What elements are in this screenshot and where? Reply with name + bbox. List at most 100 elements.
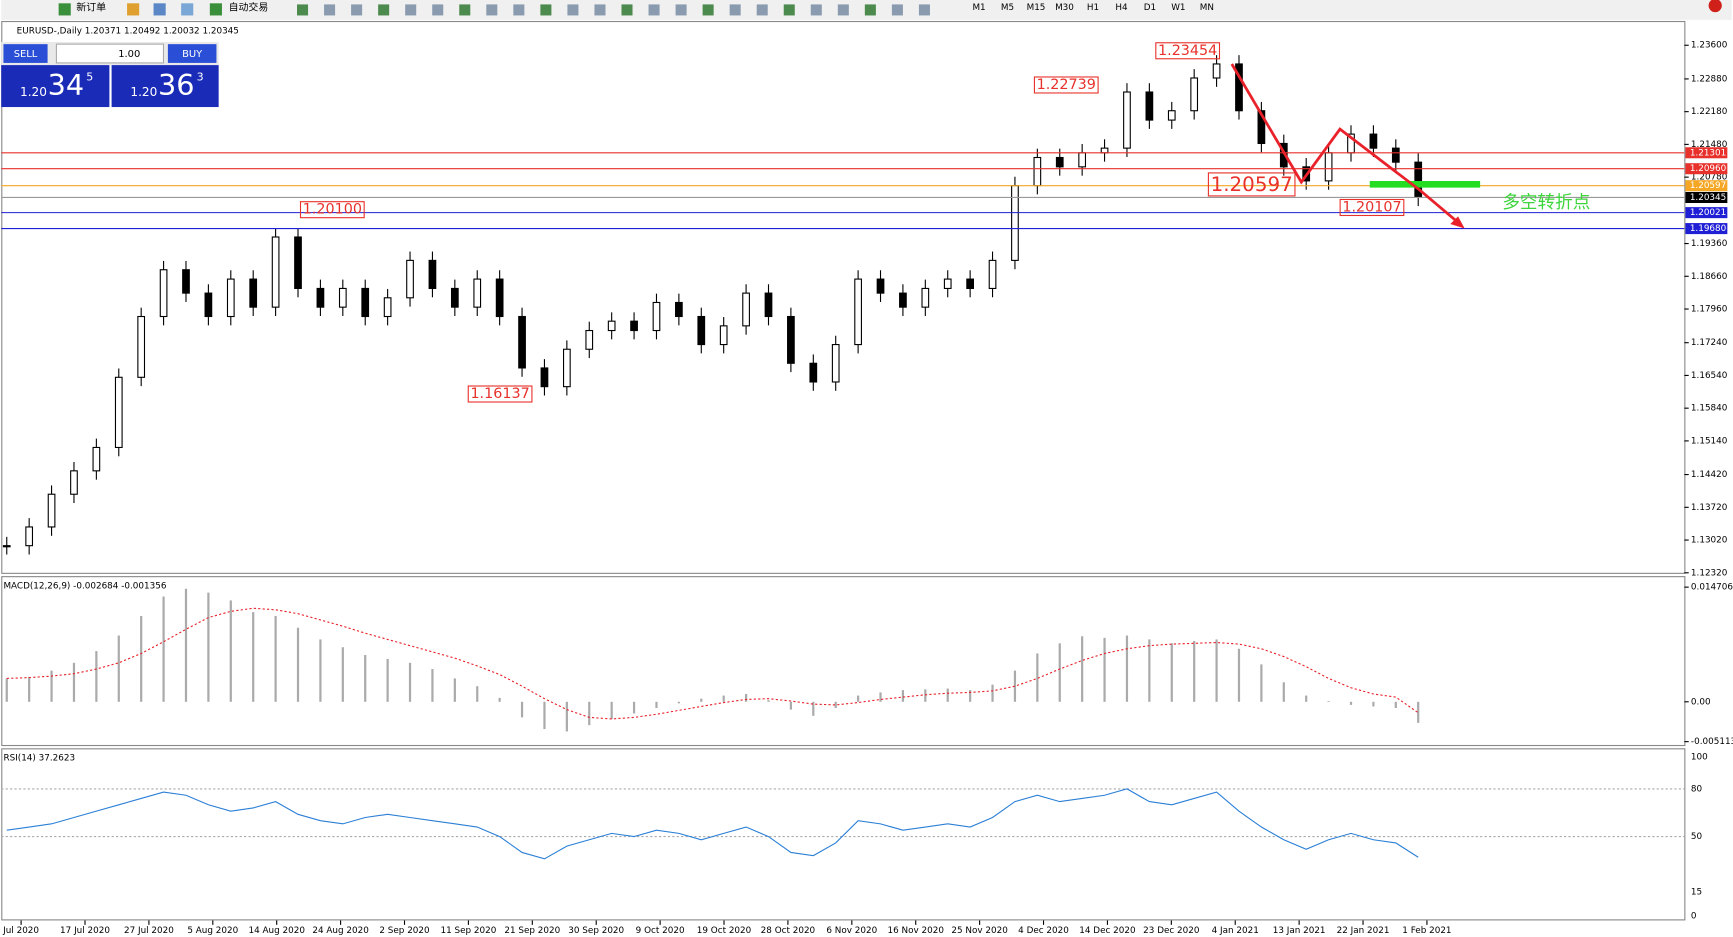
candle-body xyxy=(562,348,571,388)
timeframe-button[interactable]: H1 xyxy=(1087,3,1099,13)
macd-bar xyxy=(632,701,636,714)
candle-body xyxy=(1145,91,1154,121)
candle-body xyxy=(1123,91,1131,149)
macd-bar xyxy=(364,655,367,702)
candle-body xyxy=(428,259,437,289)
tool-icon[interactable] xyxy=(351,4,363,16)
tool-icon[interactable] xyxy=(540,4,552,16)
price-annotation: 1.20107 xyxy=(1342,199,1401,215)
macd-bar xyxy=(252,612,255,702)
timeframe-button[interactable]: M15 xyxy=(1027,3,1046,13)
macd-bar xyxy=(274,616,277,702)
candle-body xyxy=(338,287,347,308)
macd-bar xyxy=(700,698,703,702)
macd-bar xyxy=(140,616,143,702)
lots-input[interactable] xyxy=(55,43,165,64)
candle-body xyxy=(831,344,840,383)
candle-body xyxy=(1011,185,1019,261)
macd-bar xyxy=(610,701,613,719)
y-tick-label: 1.13020 xyxy=(1691,536,1728,546)
tool-icon[interactable] xyxy=(324,4,336,16)
icon xyxy=(127,3,140,16)
new-order-button[interactable]: 新订单 xyxy=(76,1,106,14)
y-tick-label: 1.16540 xyxy=(1691,371,1728,381)
candle-body xyxy=(652,301,661,332)
sell-button[interactable] xyxy=(3,44,48,63)
annotation-box xyxy=(299,201,365,219)
candle-body xyxy=(159,269,168,318)
tool-icon[interactable] xyxy=(837,4,849,16)
tool-icon[interactable] xyxy=(810,4,822,16)
buy-price-box[interactable] xyxy=(111,65,219,108)
tool-icon[interactable] xyxy=(675,4,687,16)
x-tick-label: 17 Jul 2020 xyxy=(60,926,110,936)
price-frame xyxy=(1,20,1686,574)
tool-icon[interactable] xyxy=(864,4,876,16)
alert-icon[interactable] xyxy=(1708,0,1722,13)
macd-bar xyxy=(162,596,165,702)
tool-icon[interactable] xyxy=(432,4,444,16)
tool-icon[interactable] xyxy=(621,4,633,16)
tool-icon[interactable] xyxy=(594,4,606,16)
candle-body xyxy=(787,315,795,364)
timeframe-button[interactable]: W1 xyxy=(1171,3,1185,13)
candle-body xyxy=(204,292,213,318)
macd-bar xyxy=(341,647,344,702)
toolbar: 新订单 自动交易 M1 M5 M15 M30 H1 H4 D1 W1 MN xyxy=(1,0,1732,20)
candle-body xyxy=(675,301,683,318)
price-annotation: 1.20597 xyxy=(1211,173,1293,196)
sell-price-box[interactable] xyxy=(1,65,110,108)
tool-icon[interactable] xyxy=(567,4,579,16)
tool-icon[interactable] xyxy=(702,4,714,16)
icon xyxy=(209,3,222,16)
candle-body xyxy=(316,287,325,308)
candle-body xyxy=(361,287,370,318)
timeframe-button[interactable]: D1 xyxy=(1144,3,1156,13)
tool-icon[interactable] xyxy=(918,4,930,16)
macd-bar xyxy=(498,697,501,702)
tool-icon[interactable] xyxy=(756,4,768,16)
tool-icon[interactable] xyxy=(297,4,309,16)
macd-bar xyxy=(50,670,53,702)
x-tick-label: 25 Nov 2020 xyxy=(951,926,1008,936)
candle-body xyxy=(1055,156,1064,168)
auto-trading-button[interactable]: 自动交易 xyxy=(229,1,269,14)
candle-body xyxy=(1033,156,1042,187)
symbol-line: EURUSD-,Daily 1.20371 1.20492 1.20032 1.… xyxy=(17,26,239,36)
tool-icon[interactable] xyxy=(783,4,795,16)
y-tick-label: 1.22180 xyxy=(1691,107,1728,117)
macd-bar xyxy=(1170,643,1173,702)
x-tick-label: 9 Oct 2020 xyxy=(636,926,685,936)
macd-bar xyxy=(229,600,232,702)
macd-bar xyxy=(296,627,300,702)
timeframe-button[interactable]: M5 xyxy=(1001,3,1014,13)
macd-bar xyxy=(5,678,8,702)
tool-icon[interactable] xyxy=(513,4,525,16)
candle-body xyxy=(450,287,459,308)
macd-bar xyxy=(1036,653,1039,702)
macd-bar xyxy=(1148,639,1151,702)
tool-icon[interactable] xyxy=(459,4,471,16)
tool-icon[interactable] xyxy=(729,4,741,16)
macd-title: MACD(12,26,9) -0.002684 -0.001356 xyxy=(3,582,166,592)
tool-icon[interactable] xyxy=(486,4,498,16)
tool-icon[interactable] xyxy=(378,4,390,16)
tool-icon[interactable] xyxy=(891,4,903,16)
candle-body xyxy=(47,493,56,528)
level-label: 1.20021 xyxy=(1690,208,1726,218)
candle-body xyxy=(809,362,818,383)
timeframe-button[interactable]: M1 xyxy=(972,3,985,13)
candle-body xyxy=(137,315,146,378)
tool-icon[interactable] xyxy=(648,4,660,16)
x-tick-label: 19 Oct 2020 xyxy=(697,926,752,936)
buy-button[interactable] xyxy=(167,44,217,63)
timeframe-button[interactable]: M30 xyxy=(1055,3,1074,13)
candle-body xyxy=(540,367,549,388)
timeframe-button[interactable]: H4 xyxy=(1115,3,1128,13)
candle-body xyxy=(921,287,930,308)
candle-body xyxy=(1100,147,1109,154)
turning-zone xyxy=(1369,180,1481,188)
tool-icon[interactable] xyxy=(405,4,417,16)
macd-bar xyxy=(1282,682,1285,702)
timeframe-button[interactable]: MN xyxy=(1200,3,1214,13)
